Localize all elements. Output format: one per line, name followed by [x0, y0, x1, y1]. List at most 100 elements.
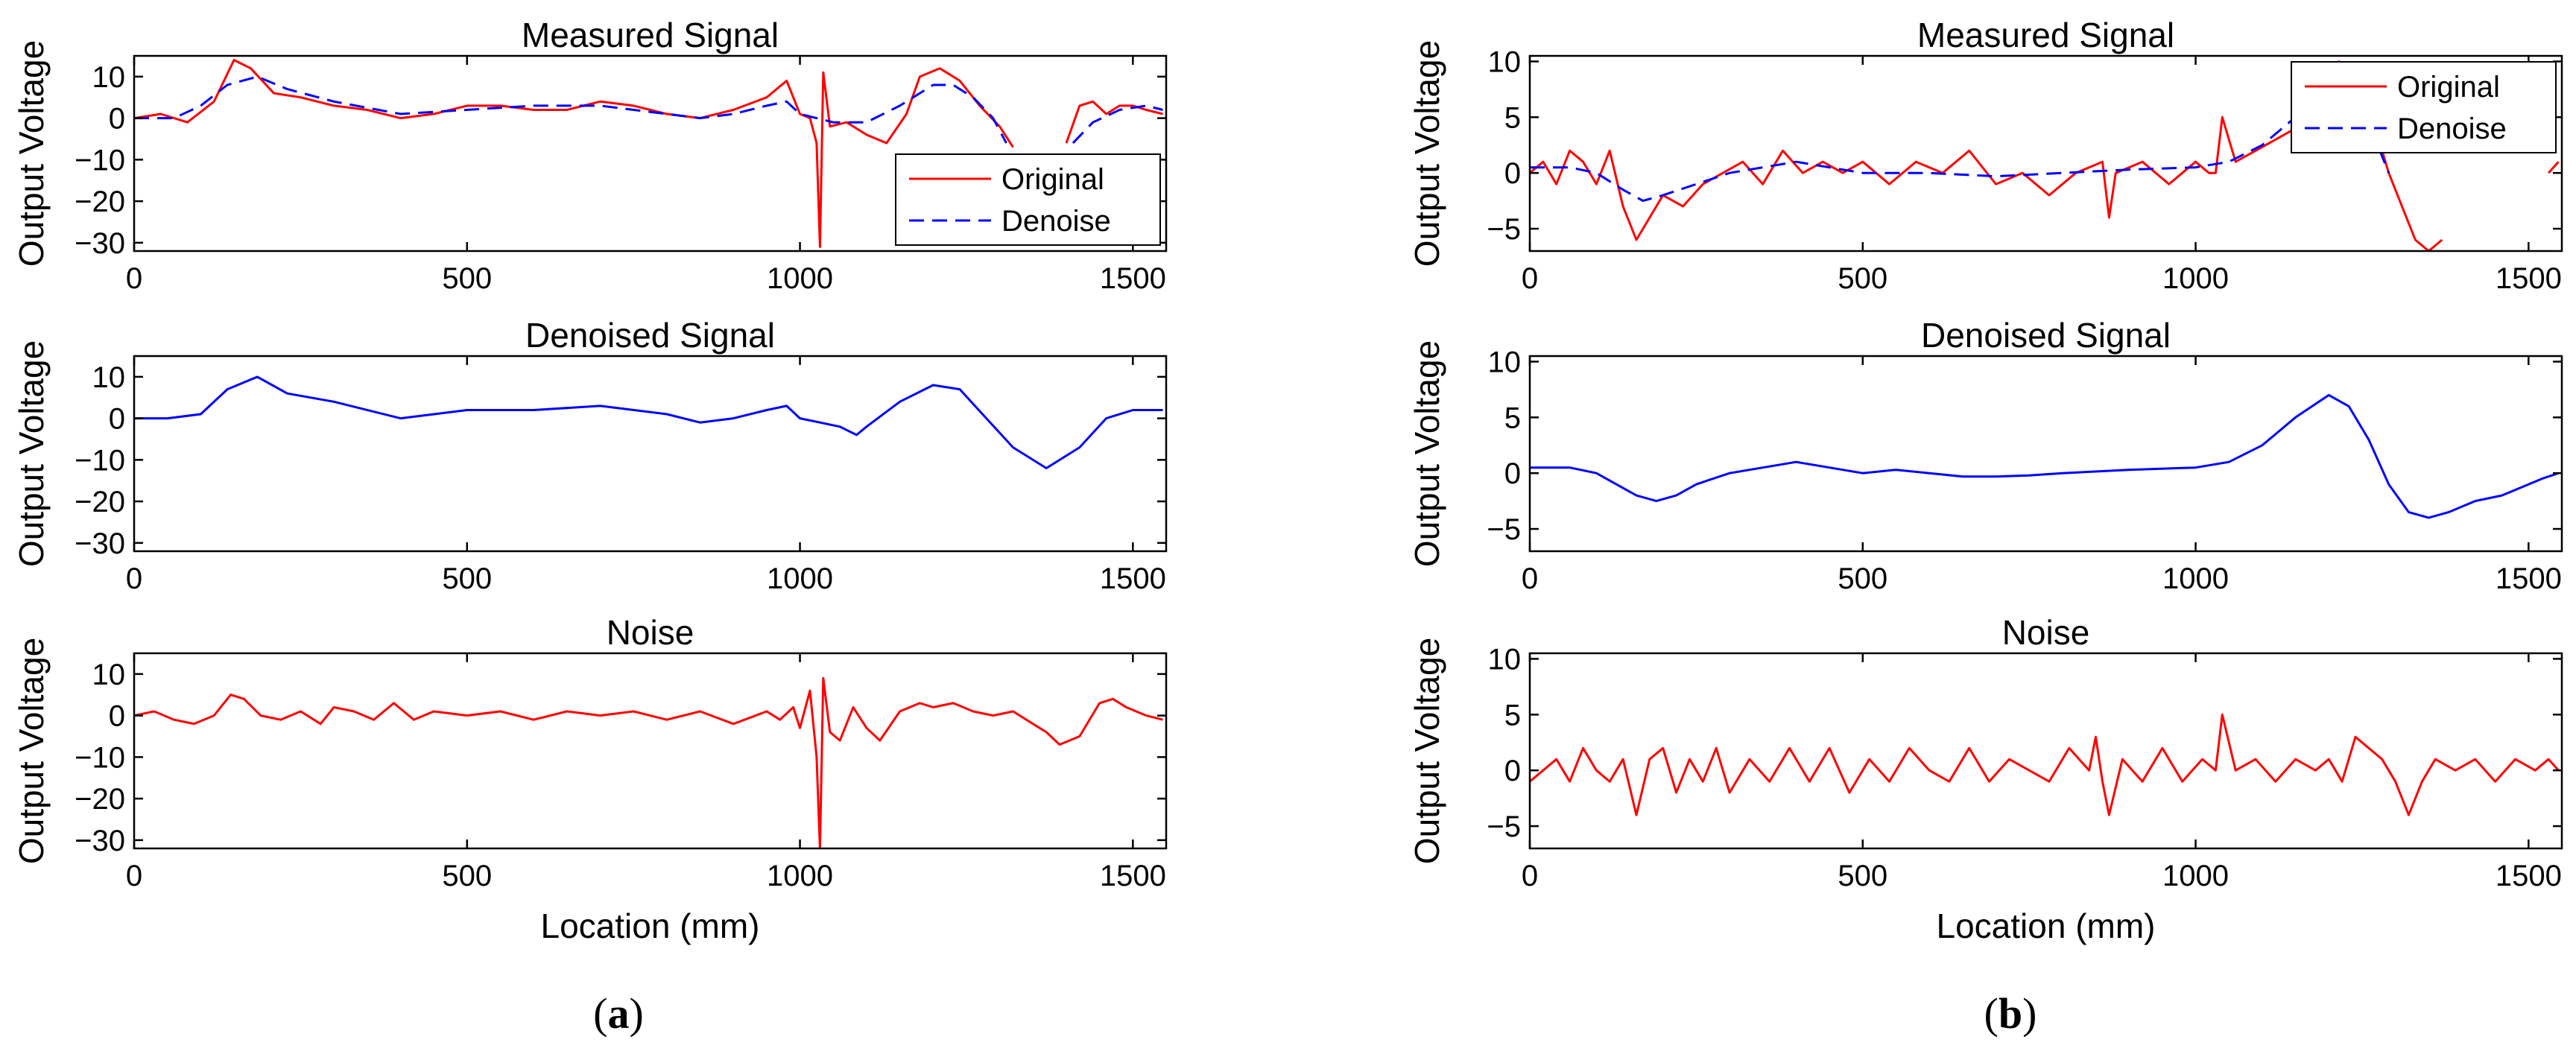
y-tick-label: 0 — [1504, 755, 1521, 787]
y-tick-label: 5 — [1504, 101, 1521, 134]
x-tick-label: 1500 — [2496, 562, 2562, 595]
x-tick-label: 1000 — [2162, 262, 2229, 295]
x-tick-label: 0 — [126, 562, 142, 595]
panel-label-a-close: ) — [630, 989, 644, 1038]
y-tick-label: 0 — [1504, 157, 1521, 190]
x-axis-label: Location (mm) — [1937, 907, 2156, 945]
legend-label-denoise: Denoise — [1001, 205, 1111, 238]
series-group — [1530, 713, 2560, 816]
y-tick-label: −30 — [75, 227, 125, 260]
panel-label-a-open: ( — [593, 989, 607, 1038]
y-tick-label: 0 — [1504, 457, 1521, 490]
series-denoise-line-2 — [134, 75, 1007, 144]
y-axis-label: Output Voltage — [12, 40, 51, 267]
series-group — [134, 59, 1163, 248]
chart-a-noise: 0 500 1000 1500 10 0 −10 −20 −30 Noise Output Volt… — [12, 613, 1168, 945]
axes-frame — [1528, 54, 2563, 253]
panel-label-b: (b) — [1984, 989, 2037, 1038]
series-original-line-1 — [2547, 161, 2560, 174]
y-tick-label: 10 — [92, 61, 126, 94]
x-tick-label: 0 — [1522, 562, 1538, 595]
y-tick-label: 10 — [1488, 346, 1522, 378]
y-axis-label: Output Voltage — [1408, 638, 1446, 864]
series-group — [1530, 393, 2559, 519]
y-tick-label: −10 — [75, 144, 125, 177]
x-tick-label: 500 — [442, 860, 492, 892]
y-tick-label: 10 — [1488, 643, 1522, 676]
axes-frame — [1528, 652, 2563, 850]
x-tick-label: 1000 — [2162, 562, 2229, 595]
legend-box — [2291, 61, 2557, 153]
legend-box — [895, 153, 1161, 246]
series-denoised-line-0 — [134, 375, 1163, 469]
y-tick-label: 0 — [109, 700, 125, 733]
chart-title: Measured Signal — [1917, 16, 2174, 54]
x-tick-label: 500 — [1838, 860, 1887, 892]
y-tick-label: 5 — [1504, 401, 1521, 434]
y-axis-label: Output Voltage — [1408, 340, 1446, 567]
y-axis-label: Output Voltage — [12, 340, 51, 567]
legend-label-original: Original — [1001, 163, 1104, 196]
x-tick-label: 1000 — [767, 262, 833, 295]
x-tick-label: 1500 — [2496, 860, 2562, 892]
x-tick-label: 1500 — [1100, 860, 1166, 892]
y-tick-label: −20 — [75, 486, 125, 518]
panel-label-b-letter: b — [1999, 989, 2022, 1038]
panel-label-b-close: ) — [2022, 989, 2037, 1038]
y-tick-label: −5 — [1487, 810, 1521, 843]
y-tick-label: −5 — [1487, 513, 1521, 546]
legend: Original Denoise — [895, 153, 1161, 246]
series-denoise-line-2 — [1530, 88, 2390, 203]
series-denoised-line-0 — [1530, 393, 2559, 519]
x-tick-label: 1500 — [2496, 262, 2562, 295]
axes-frame — [133, 652, 1168, 850]
y-tick-label: 0 — [109, 403, 125, 436]
x-tick-label: 0 — [1522, 860, 1538, 892]
x-tick-label: 1000 — [767, 860, 833, 892]
axes-frame — [1528, 355, 2563, 553]
legend: Original Denoise — [2291, 61, 2557, 153]
x-tick-label: 500 — [1838, 562, 1887, 595]
y-tick-label: −10 — [75, 444, 125, 477]
panel-label-a: (a) — [593, 989, 644, 1038]
x-axis-label: Location (mm) — [541, 907, 760, 945]
x-tick-label: 500 — [442, 562, 492, 595]
y-tick-label: 0 — [109, 103, 125, 136]
x-tick-label: 1000 — [767, 562, 833, 595]
panel-label-a-letter: a — [608, 989, 630, 1038]
y-tick-label: 10 — [1488, 45, 1522, 78]
x-tick-label: 500 — [1838, 262, 1887, 295]
chart-title: Denoised Signal — [525, 316, 775, 355]
axes-frame — [133, 355, 1168, 553]
legend-label-denoise: Denoise — [2397, 112, 2507, 145]
chart-title: Denoised Signal — [1921, 316, 2171, 355]
chart-title: Measured Signal — [522, 16, 779, 54]
x-tick-label: 1500 — [1100, 262, 1166, 295]
legend-label-original: Original — [2397, 71, 2500, 104]
x-tick-label: 0 — [126, 860, 142, 892]
x-tick-label: 500 — [442, 262, 492, 295]
x-tick-label: 0 — [126, 262, 142, 295]
chart-a-measured: 0 500 1000 1500 10 0 −10 −20 −30 Measured Signal O… — [12, 16, 1168, 295]
y-axis-label: Output Voltage — [1408, 40, 1446, 267]
y-tick-label: −30 — [75, 527, 125, 560]
y-tick-label: −5 — [1487, 213, 1521, 246]
panel-label-b-open: ( — [1984, 989, 1999, 1038]
y-tick-label: 10 — [92, 658, 126, 691]
series-noise-line-0 — [1530, 713, 2560, 816]
series-original-line-0 — [134, 59, 1014, 248]
y-axis-label: Output Voltage — [12, 638, 51, 864]
chart-title: Noise — [607, 613, 694, 652]
x-tick-label: 0 — [1522, 262, 1538, 295]
series-denoise-line-3 — [1072, 104, 1163, 145]
y-tick-label: 10 — [92, 361, 126, 394]
series-original-line-1 — [1065, 100, 1163, 144]
series-group — [134, 676, 1163, 848]
y-tick-label: −20 — [75, 185, 125, 218]
series-group — [134, 375, 1163, 469]
y-tick-label: −20 — [75, 783, 125, 816]
series-noise-line-0 — [134, 676, 1163, 848]
